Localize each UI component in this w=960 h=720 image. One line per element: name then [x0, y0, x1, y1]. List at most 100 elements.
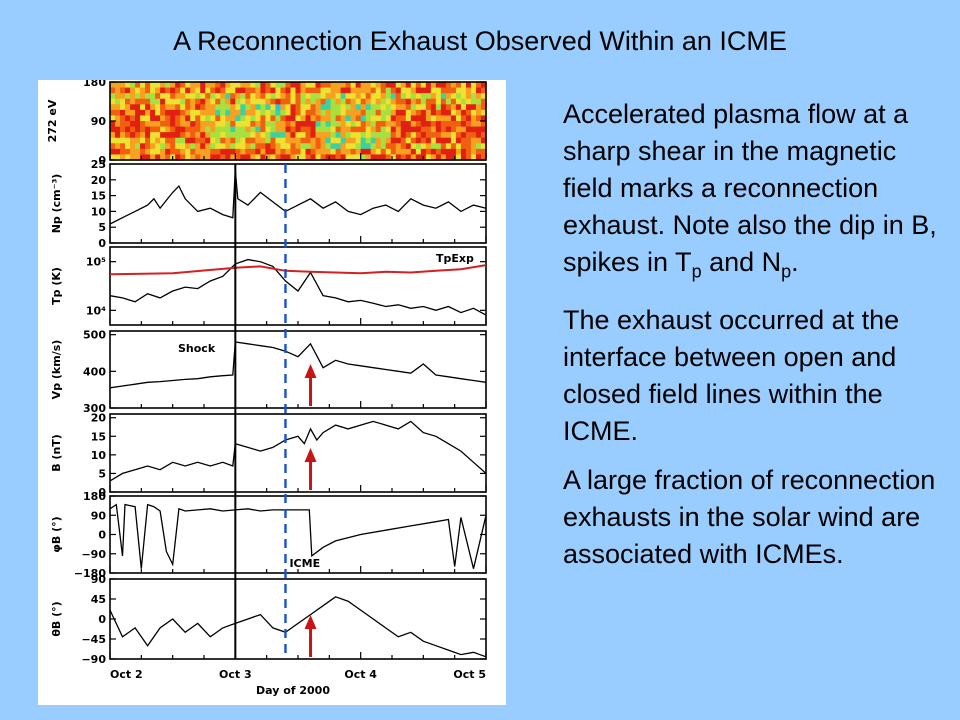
spectrogram-cell: [330, 109, 337, 117]
spectrogram-cell: [390, 109, 397, 117]
spectrogram-cell: [180, 87, 186, 94]
spectrogram-cell: [205, 93, 211, 100]
spectrogram-cell: [435, 93, 442, 100]
spectrogram-cell: [345, 104, 352, 111]
spectrogram-cell: [480, 98, 487, 105]
spectrogram-cell: [335, 154, 342, 161]
spectrogram-cell: [330, 93, 337, 100]
spectrogram-cell: [445, 121, 452, 128]
y-axis-label: φB (°): [50, 516, 63, 552]
spectrogram-cell: [300, 143, 307, 150]
spectrogram-cell: [385, 115, 392, 122]
spectrogram-cell: [475, 93, 482, 100]
spectrogram-cell: [230, 82, 236, 89]
spectrogram-cell: [285, 87, 292, 94]
spectrogram-cell: [160, 148, 166, 156]
spectrogram-cell: [370, 154, 377, 161]
spectrogram-cell: [275, 87, 282, 94]
spectrogram-cell: [130, 93, 136, 100]
spectrogram-cell: [415, 87, 422, 94]
spectrogram-cell: [360, 93, 367, 100]
spectrogram-cell: [110, 121, 116, 128]
spectrogram-cell: [405, 121, 412, 128]
spectrogram-cell: [205, 154, 211, 161]
spectrogram-cell: [115, 121, 121, 128]
spectrogram-cell: [340, 143, 347, 150]
spectrogram-cell: [320, 143, 327, 150]
spectrogram-cell: [335, 87, 342, 94]
spectrogram-cell: [160, 132, 166, 139]
spectrogram-cell: [140, 143, 146, 150]
spectrogram-cell: [140, 148, 146, 156]
spectrogram-cell: [120, 137, 126, 144]
spectrogram-cell: [310, 87, 317, 94]
spectrogram-cell: [450, 87, 457, 94]
spectrogram-cell: [185, 126, 191, 133]
subscript-text: p: [781, 261, 792, 282]
spectrogram-cell: [390, 143, 397, 150]
spectrogram-cell: [480, 121, 487, 128]
y-tick-label: −45: [81, 633, 106, 646]
spectrogram-cell: [400, 115, 407, 122]
y-tick-label: 45: [91, 593, 106, 606]
spectrogram-cell: [405, 137, 412, 144]
spectrogram-cell: [220, 82, 226, 89]
spectrogram-cell: [150, 148, 156, 156]
spectrogram-cell: [275, 109, 282, 117]
spectrogram-cell: [135, 82, 141, 89]
y-axis-label: Np (cm⁻³): [50, 174, 63, 234]
spectrogram-cell: [225, 109, 231, 117]
spectrogram-cell: [475, 126, 482, 133]
spectrogram-cell: [320, 82, 327, 89]
spectrogram-cell: [405, 104, 412, 111]
spectrogram-cell: [220, 109, 226, 117]
spectrogram-cell: [110, 132, 116, 139]
spectrogram-cell: [175, 115, 181, 122]
spectrogram-cell: [390, 93, 397, 100]
spectrogram-cell: [195, 121, 201, 128]
spectrogram-cell: [120, 93, 126, 100]
spectrogram-cell: [350, 93, 357, 100]
y-tick-label: 90: [91, 509, 107, 522]
spectrogram-cell: [195, 93, 201, 100]
spectrogram-cell: [295, 143, 302, 150]
panel-np: [109, 163, 487, 244]
spectrogram-cell: [210, 115, 216, 122]
spectrogram-cell: [325, 148, 332, 156]
spectrogram-cell: [115, 93, 121, 100]
spectrogram-cell: [185, 115, 191, 122]
spectrogram-cell: [275, 132, 282, 139]
spectrogram-cell: [220, 143, 226, 150]
spectrogram-cell: [335, 115, 342, 122]
spectrogram-cell: [430, 93, 437, 100]
spectrogram-cell: [150, 121, 156, 128]
spectrogram-cell: [435, 109, 442, 117]
spectrogram-cell: [300, 132, 307, 139]
spectrogram-cell: [255, 121, 261, 128]
figure-panel: 180 90 0 272 eV 25 20 15 10 5 0 Np (cm⁻³) 10⁵ 10⁴ Tp …: [38, 80, 506, 705]
spectrogram-cell: [195, 109, 201, 117]
spectrogram-cell: [260, 104, 267, 111]
spectrogram-cell: [215, 137, 221, 144]
spectrogram-cell: [315, 87, 322, 94]
spectrogram-cell: [285, 143, 292, 150]
spectrogram-cell: [470, 148, 477, 156]
spectrogram-cell: [195, 87, 201, 94]
spectrogram-cell: [210, 104, 216, 111]
spectrogram-cell: [395, 121, 402, 128]
spectrogram-cell: [255, 143, 261, 150]
spectrogram-cell: [230, 121, 236, 128]
y-axis-label: B (nT): [50, 434, 63, 472]
spectrogram-cell: [340, 121, 347, 128]
spectrogram-cell: [260, 148, 267, 156]
spectrogram-cell: [125, 93, 131, 100]
spectrogram-cell: [370, 126, 377, 133]
spectrogram-cell: [270, 98, 277, 105]
spectrogram-cell: [300, 126, 307, 133]
spectrogram-cell: [325, 154, 332, 161]
y-tick-label: 90: [91, 115, 107, 128]
spectrogram-cell: [475, 132, 482, 139]
spectrogram-cell: [295, 137, 302, 144]
spectrogram-cell: [275, 115, 282, 122]
spectrogram-cell: [135, 93, 141, 100]
